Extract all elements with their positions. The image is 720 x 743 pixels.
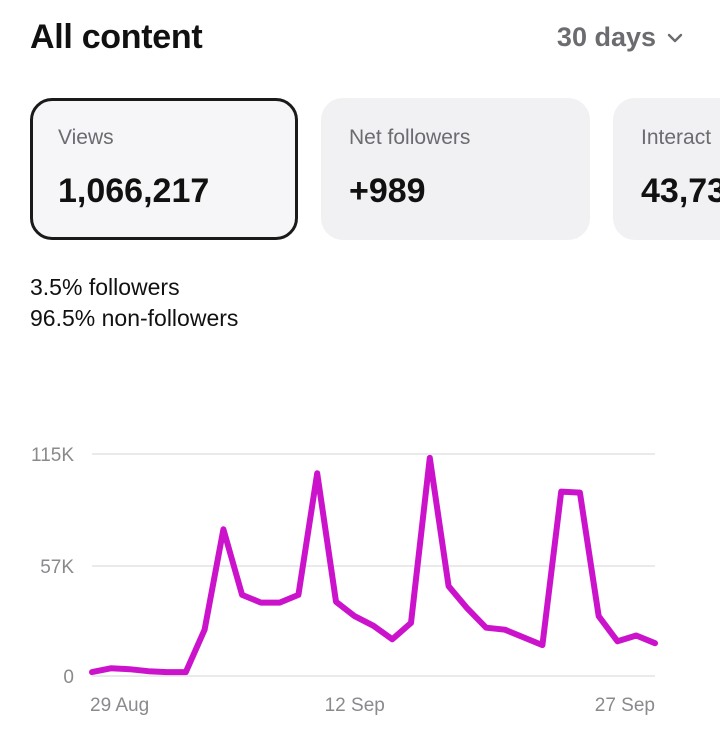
followers-label: followers [88,274,180,300]
net-followers-card-value: +989 [349,172,426,210]
views-card-value: 1,066,217 [58,172,210,210]
page-title: All content [30,18,203,56]
views-card[interactable]: Views 1,066,217 [30,98,298,240]
chevron-down-icon [667,33,683,42]
non-followers-breakdown-row: 96.5% non-followers [30,303,238,334]
interactions-card-value: 43,73 [641,172,720,210]
x-tick-label: 27 Sep [595,695,655,716]
date-range-dropdown[interactable]: 30 days [557,22,684,53]
views-series-line [89,454,658,676]
followers-breakdown-row: 3.5% followers [30,272,238,303]
date-range-label: 30 days [556,22,656,52]
interactions-card[interactable]: Interact 43,73 [613,98,720,240]
non-followers-label: non-followers [101,305,239,331]
net-followers-card[interactable]: Net followers +989 [321,98,590,240]
views-card-label: Views [58,126,114,149]
y-tick-label: 0 [63,667,74,688]
interactions-card-label: Interact [641,126,712,149]
audience-breakdown: 3.5% followers 96.5% non-followers [30,272,238,334]
x-tick-label: 29 Aug [90,695,149,716]
net-followers-card-label: Net followers [349,126,471,149]
followers-percent: 3.5% [30,274,83,300]
x-tick-label: 12 Sep [325,695,385,716]
views-line-chart: 0 57K 115K 29 Aug 12 Sep 27 Sep [31,445,658,716]
y-tick-label: 57K [40,557,74,578]
non-followers-percent: 96.5% [30,305,96,331]
y-tick-label: 115K [31,445,74,466]
